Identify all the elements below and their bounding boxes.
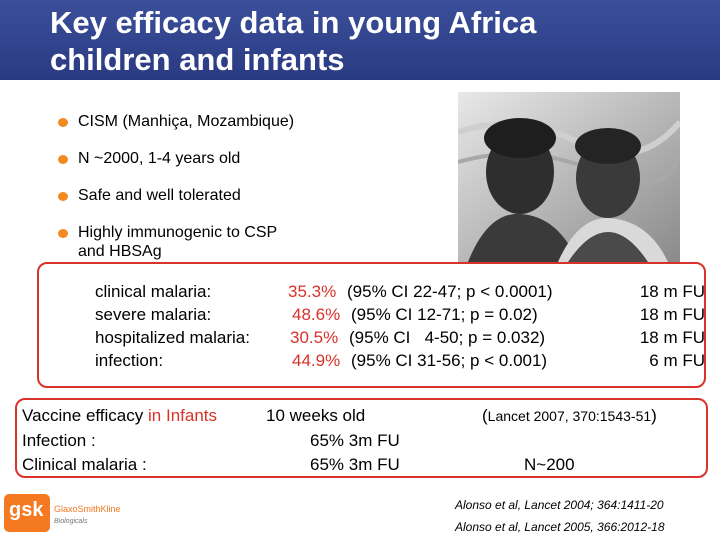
gsk-division-name: Biologicals	[54, 518, 88, 525]
efficacy-label: severe malaria:	[95, 305, 212, 324]
gsk-logo-mark-icon	[4, 494, 50, 532]
slide-title: Key efficacy data in young Africa childr…	[50, 4, 536, 78]
efficacy-ci: (95% CI 31-56; p < 0.001)	[351, 351, 548, 370]
bullet-text: N ~2000, 1-4 years old	[78, 150, 241, 167]
bullet-dot-icon	[58, 229, 68, 238]
infant-heading-highlight: in Infants	[148, 406, 218, 425]
clinical-malaria-label: Clinical malaria :	[22, 455, 147, 474]
efficacy-followup: 18 m FU	[639, 305, 705, 324]
efficacy-table: clinical malaria: 35.3% (95% CI 22-47; p…	[95, 280, 705, 372]
efficacy-value: 35.3%	[288, 282, 337, 301]
efficacy-label: hospitalized malaria:	[95, 328, 250, 347]
gsk-logo: gsk GlaxoSmithKline Biologicals	[4, 492, 124, 536]
infant-heading-prefix: Vaccine efficacy	[22, 406, 144, 425]
gsk-logo-wordmark: gsk	[9, 499, 44, 521]
reference-close-paren: )	[651, 406, 657, 425]
title-banner: Key efficacy data in young Africa childr…	[0, 0, 720, 80]
bullet-item: CISM (Manhiça, Mozambique)	[58, 112, 458, 131]
title-line-2: children and infants	[50, 42, 345, 77]
citation-2005: Alonso et al, Lancet 2005, 366:2012-18	[455, 520, 665, 534]
bullet-dot-icon	[58, 155, 68, 164]
gsk-company-name: GlaxoSmithKline	[54, 504, 121, 514]
efficacy-followup: 18 m FU	[639, 328, 705, 347]
efficacy-ci: (95% CI 22-47; p < 0.0001)	[347, 282, 553, 301]
bullet-text: Highly immunogenic to CSP and HBSAg	[78, 224, 277, 260]
efficacy-ci: (95% CI 12-71; p = 0.02)	[351, 305, 538, 324]
infant-heading: Vaccine efficacy in Infants	[22, 404, 217, 428]
efficacy-label: clinical malaria:	[95, 282, 212, 301]
efficacy-followup: 18 m FU	[639, 282, 705, 301]
bullet-list: CISM (Manhiça, Mozambique) N ~2000, 1-4 …	[58, 112, 458, 279]
bullet-dot-icon	[58, 192, 68, 201]
bullet-item: Highly immunogenic to CSP and HBSAg	[58, 223, 278, 261]
citation-2004: Alonso et al, Lancet 2004; 364:1411-20	[455, 498, 664, 512]
efficacy-row: clinical malaria: 35.3% (95% CI 22-47; p…	[95, 280, 705, 303]
efficacy-value: 30.5%	[290, 328, 339, 347]
bullet-text: Safe and well tolerated	[78, 187, 241, 204]
efficacy-value: 48.6%	[292, 305, 341, 324]
bullet-item: Safe and well tolerated	[58, 186, 458, 205]
bullet-text: CISM (Manhiça, Mozambique)	[78, 113, 295, 130]
infant-efficacy-box	[15, 398, 708, 478]
efficacy-box	[37, 262, 706, 388]
title-line-1: Key efficacy data in young Africa	[50, 5, 537, 40]
efficacy-row: hospitalized malaria: 30.5% (95% CI 4-50…	[95, 326, 705, 349]
infant-age: 10 weeks old	[266, 406, 366, 425]
efficacy-followup: 6 m FU	[649, 351, 705, 370]
efficacy-value: 44.9%	[292, 351, 341, 370]
infection-label: Infection :	[22, 431, 96, 450]
efficacy-ci: (95% CI 4-50; p = 0.032)	[349, 328, 546, 347]
clinical-malaria-value: 65% 3m FU	[310, 455, 400, 474]
efficacy-label: infection:	[95, 351, 164, 370]
reference-text: Lancet 2007, 370:1543-51	[487, 408, 652, 424]
reference-open-paren: (	[482, 406, 488, 425]
infant-sample-size: N~200	[524, 455, 575, 474]
bullet-item: N ~2000, 1-4 years old	[58, 149, 458, 168]
infant-reference: (Lancet 2007, 370:1543-51)	[482, 404, 657, 428]
children-photo	[458, 92, 680, 262]
infection-value: 65% 3m FU	[310, 431, 400, 450]
bullet-dot-icon	[58, 118, 68, 127]
efficacy-row: infection: 44.9% (95% CI 31-56; p < 0.00…	[95, 349, 705, 372]
efficacy-row: severe malaria: 48.6% (95% CI 12-71; p =…	[95, 303, 705, 326]
